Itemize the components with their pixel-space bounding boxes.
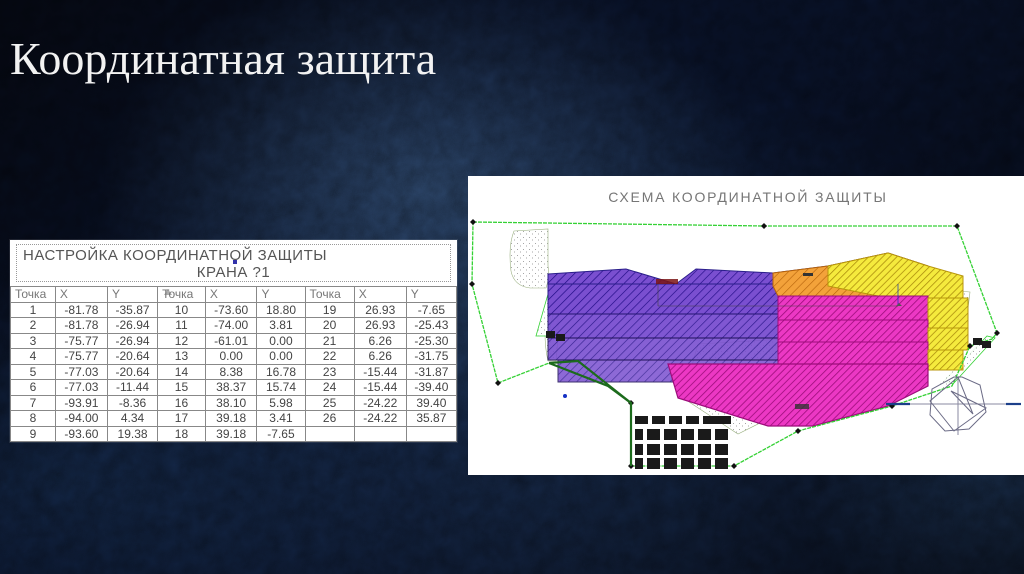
svg-text:СХЕМА КООРДИНАТНОЙ ЗАЩИТЫ: СХЕМА КООРДИНАТНОЙ ЗАЩИТЫ bbox=[608, 188, 887, 205]
